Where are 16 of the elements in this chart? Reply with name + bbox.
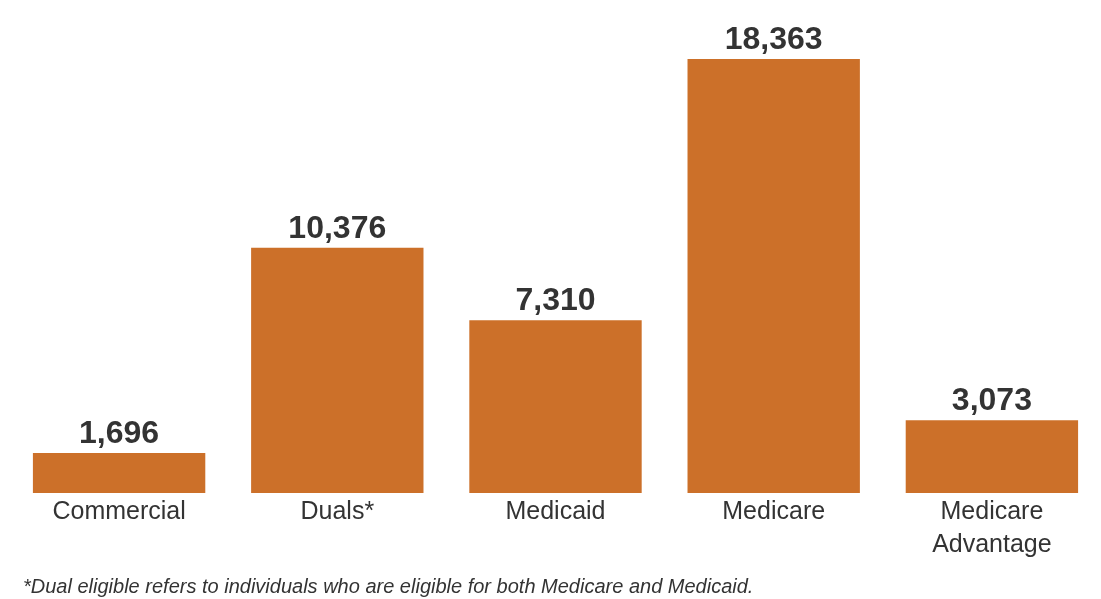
x-tick-label: Commercial [52, 496, 186, 524]
bar [687, 59, 860, 493]
text: *Dual eligible refers to individuals who are eligible for both Medicare and Medicaid. [23, 575, 754, 597]
x-tick-label: Medicare [722, 496, 826, 524]
data-label: 10,376 [288, 208, 387, 245]
x-tick-label: Medicare Advantage [932, 496, 1052, 557]
bar [32, 452, 206, 493]
bar [905, 420, 1079, 493]
x-tick-label: Duals* [300, 496, 375, 524]
bar [251, 247, 424, 493]
x-tick-label: Medicaid [505, 496, 606, 524]
data-label: 3,073 [951, 381, 1032, 418]
bar [469, 320, 642, 493]
data-label: 1,696 [79, 413, 160, 450]
data-label: 7,310 [515, 281, 596, 318]
data-label: 18,363 [724, 20, 823, 56]
